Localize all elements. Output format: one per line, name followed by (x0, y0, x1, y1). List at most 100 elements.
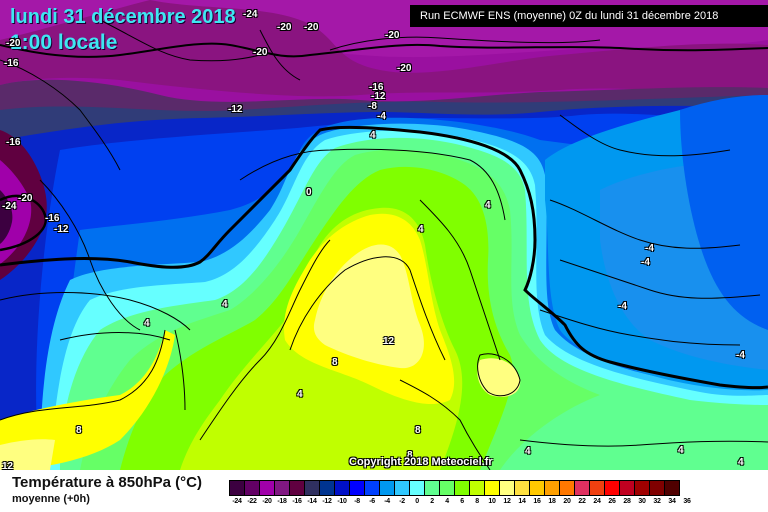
scale-tick-label: 14 (518, 498, 526, 505)
scale-tick-label: -18 (277, 498, 287, 505)
color-scale (229, 480, 680, 496)
isotherm-label: -20 (397, 63, 412, 74)
scale-tick-label: -16 (292, 498, 302, 505)
isotherm-label: 8 (415, 425, 421, 436)
scale-swatch (620, 481, 635, 495)
isotherm-label: -20 (304, 22, 319, 33)
scale-tick-label: 2 (430, 498, 434, 505)
scale-swatch (500, 481, 515, 495)
isotherm-label: 4 (678, 445, 684, 456)
forecast-date: lundi 31 décembre 2018 (10, 6, 236, 28)
scale-swatch (530, 481, 545, 495)
scale-tick-label: -2 (399, 498, 405, 505)
isotherm-label: 12 (2, 461, 14, 470)
scale-swatch (575, 481, 590, 495)
isotherm-label: 4 (222, 299, 228, 310)
isotherm-label: 0 (306, 187, 312, 198)
scale-tick-label: -6 (369, 498, 375, 505)
isotherm-label: -4 (645, 243, 654, 254)
scale-swatch (260, 481, 275, 495)
isotherm-label: -20 (277, 22, 292, 33)
scale-tick-label: 26 (608, 498, 616, 505)
scale-swatch (335, 481, 350, 495)
isotherm-label: -12 (228, 104, 243, 115)
scale-swatch (365, 481, 380, 495)
scale-tick-label: 12 (503, 498, 511, 505)
isotherm-label: 12 (383, 336, 395, 347)
run-info-text: Run ECMWF ENS (moyenne) 0Z du lundi 31 d… (420, 10, 719, 22)
isotherm-label: -4 (618, 301, 627, 312)
scale-swatch (230, 481, 245, 495)
isotherm-label: -24 (243, 9, 258, 20)
scale-swatch (590, 481, 605, 495)
scale-swatch (605, 481, 620, 495)
isotherm-label: -16 (369, 82, 384, 93)
scale-tick-label: -10 (337, 498, 347, 505)
copyright-text: Copyright 2018 Meteociel.fr (349, 456, 493, 468)
scale-tick-label: 8 (475, 498, 479, 505)
scale-swatch (305, 481, 320, 495)
scale-tick-label: 30 (638, 498, 646, 505)
scale-tick-label: 20 (563, 498, 571, 505)
scale-tick-label: 6 (460, 498, 464, 505)
legend-title: Température à 850hPa (°C) (12, 474, 202, 491)
isotherm-label: -20 (385, 30, 400, 41)
scale-tick-label: 32 (653, 498, 661, 505)
scale-tick-label: 34 (668, 498, 676, 505)
isotherm-label: -8 (368, 101, 377, 112)
scale-swatch (440, 481, 455, 495)
scale-tick-label: -24 (232, 498, 242, 505)
scale-tick-label: 0 (415, 498, 419, 505)
isotherm-label: 4 (738, 457, 744, 468)
scale-swatch (290, 481, 305, 495)
isotherm-label: -4 (377, 111, 386, 122)
scale-swatch (485, 481, 500, 495)
scale-swatch (245, 481, 260, 495)
scale-tick-label: -14 (307, 498, 317, 505)
isotherm-label: 4 (418, 224, 424, 235)
scale-swatch (635, 481, 650, 495)
scale-swatch (395, 481, 410, 495)
run-info-banner: Run ECMWF ENS (moyenne) 0Z du lundi 31 d… (410, 5, 768, 27)
forecast-time: 1:00 locale (10, 31, 118, 54)
scale-swatch (425, 481, 440, 495)
isotherm-label: 4 (144, 318, 150, 329)
scale-swatch (665, 481, 679, 495)
scale-tick-label: 18 (548, 498, 556, 505)
scale-swatch (410, 481, 425, 495)
isotherm-label: 8 (76, 425, 82, 436)
isotherm-label: 4 (485, 200, 491, 211)
map-canvas (0, 0, 768, 470)
isotherm-label: -20 (18, 193, 33, 204)
isotherm-label: -4 (641, 257, 650, 268)
legend-panel: Température à 850hPa (°C) moyenne (+0h) … (0, 470, 768, 512)
isotherm-label: 4 (297, 389, 303, 400)
scale-tick-label: 22 (578, 498, 586, 505)
scale-tick-label: -8 (354, 498, 360, 505)
scale-tick-label: 4 (445, 498, 449, 505)
scale-swatch (455, 481, 470, 495)
isotherm-label: -12 (371, 91, 386, 102)
isotherm-label: -4 (736, 350, 745, 361)
scale-swatch (515, 481, 530, 495)
scale-swatch (380, 481, 395, 495)
scale-tick-label: 36 (683, 498, 691, 505)
temperature-map: lundi 31 décembre 2018 1:00 locale Run E… (0, 0, 768, 470)
isotherm-label: -20 (253, 47, 268, 58)
scale-swatch (545, 481, 560, 495)
isotherm-label: -16 (4, 58, 19, 69)
isotherm-label: 4 (525, 446, 531, 457)
scale-tick-label: 10 (488, 498, 496, 505)
isotherm-label: 8 (332, 357, 338, 368)
scale-tick-label: -22 (247, 498, 257, 505)
scale-tick-label: -12 (322, 498, 332, 505)
scale-tick-label: 16 (533, 498, 541, 505)
scale-swatch (470, 481, 485, 495)
isotherm-label: -16 (6, 137, 21, 148)
scale-tick-label: 28 (623, 498, 631, 505)
isotherm-label: -24 (2, 201, 17, 212)
isotherm-label: 4 (370, 130, 376, 141)
scale-swatch (650, 481, 665, 495)
scale-swatch (275, 481, 290, 495)
scale-swatch (560, 481, 575, 495)
